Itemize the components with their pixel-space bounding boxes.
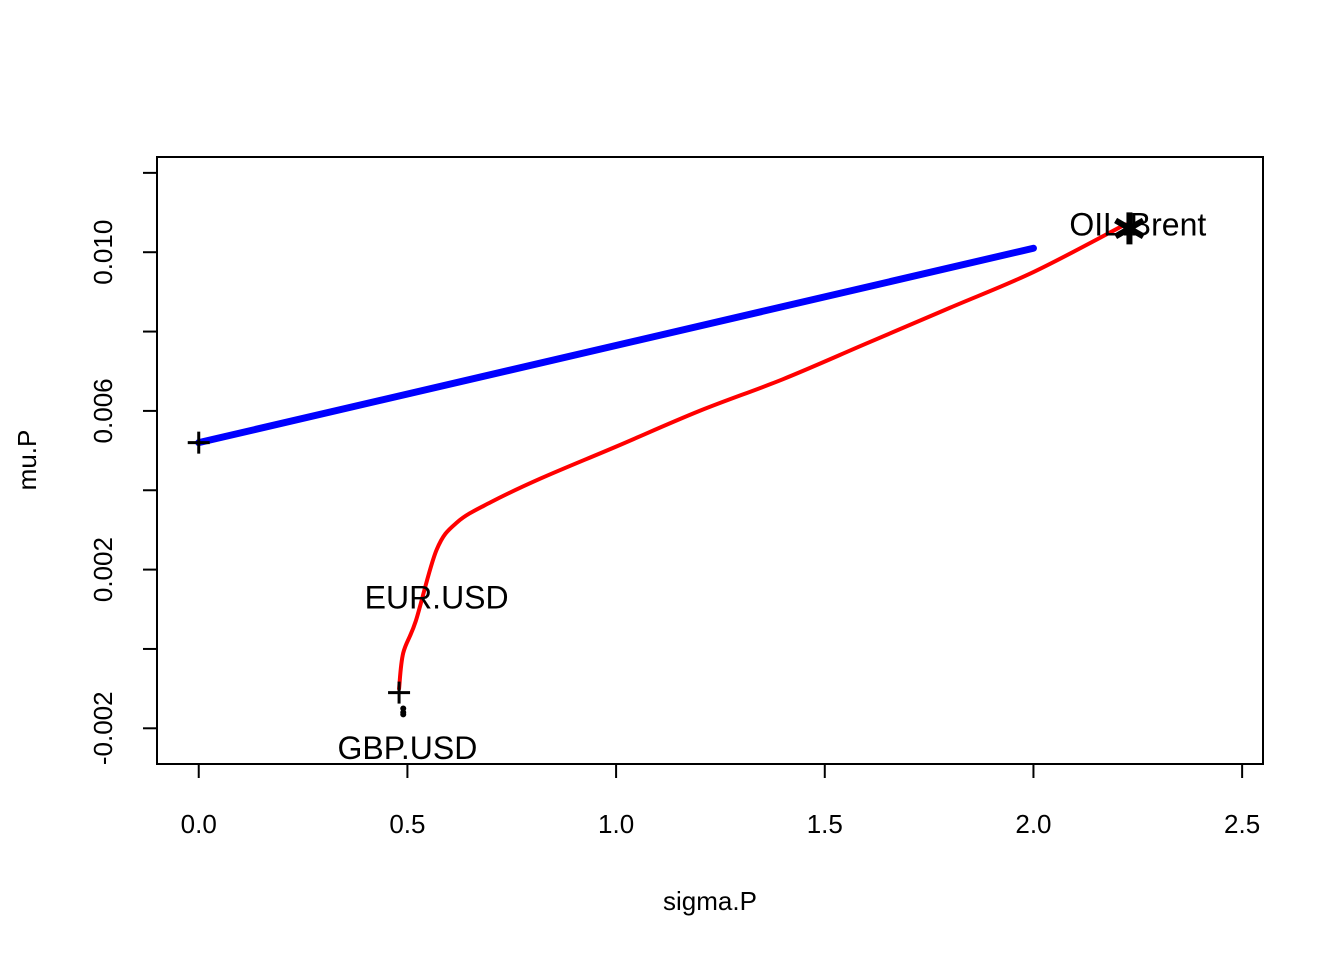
asterisk-stroke [1114,217,1145,240]
point-label: GBP.USD [337,730,477,766]
point-label: EUR.USD [365,579,509,615]
plus-marker [388,681,411,704]
plus-marker [187,431,210,454]
x-axis-title: sigma.P [663,886,757,916]
series-layer [195,222,1128,691]
point-label: OIL.Brent [1069,206,1206,242]
efficient-frontier-curve [397,222,1128,691]
dot-marker [400,711,407,718]
y-tick-label: 0.010 [88,220,118,285]
y-tick-label: 0.002 [88,537,118,602]
plot-frame [156,156,1264,765]
x-axis: 0.0 0.5 1.0 1.5 2.0 2.5 [181,763,1260,839]
y-tick-label: -0.002 [88,691,118,765]
y-axis-title: mu.P [12,430,42,491]
asterisk-marker [1114,212,1145,245]
x-tick-label: 1.5 [807,809,843,839]
annotation-layer: OIL.Brent EUR.USD GBP.USD [337,206,1206,766]
y-tick-label: 0.006 [88,378,118,443]
x-tick-label: 1.0 [598,809,634,839]
x-tick-label: 0.5 [389,809,425,839]
x-tick-label: 2.0 [1015,809,1051,839]
capital-market-line [195,244,1037,447]
x-tick-label: 0.0 [181,809,217,839]
y-axis: -0.002 0.002 0.006 0.010 [88,171,158,765]
marker-layer [187,212,1145,718]
x-tick-label: 2.5 [1224,809,1260,839]
